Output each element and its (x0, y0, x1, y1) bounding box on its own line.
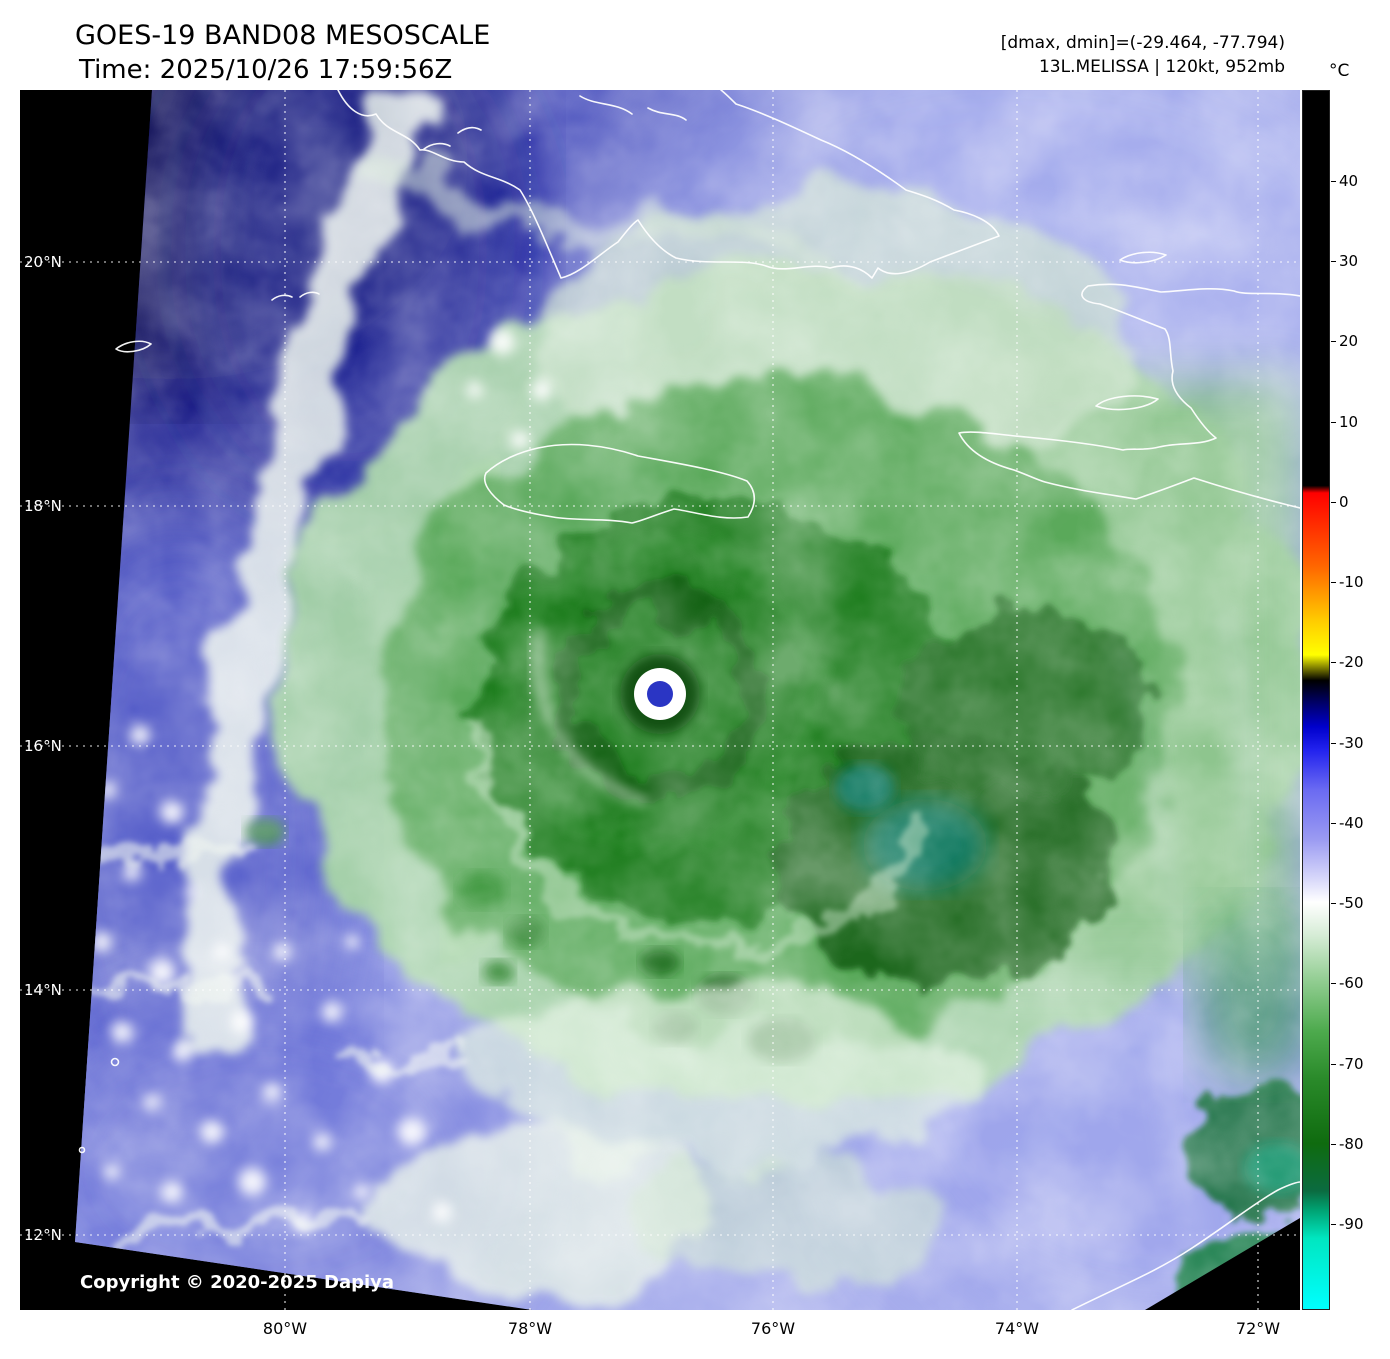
colorbar-tick-mark (1331, 823, 1336, 824)
colorbar-tick-mark (1331, 1064, 1336, 1065)
satellite-map: 20°N 18°N 16°N 14°N 12°N Copyright © 2020-20… (20, 90, 1300, 1310)
copyright-notice: Copyright © 2020-2025 Dapiya (80, 1272, 395, 1293)
coastline-tortuga (1119, 251, 1167, 264)
lon-axis: 80°W 78°W 76°W 74°W 72°W (0, 1319, 1390, 1349)
product-title: GOES-19 BAND08 MESOSCALE (75, 20, 491, 51)
coastline-islet-2 (78, 1146, 86, 1154)
colorbar-tick-mark (1331, 582, 1336, 583)
colorbar-ticks: 40 30 20 10 0 -10 -20 -30 -40 -50 -60 -70 -80 -90 (1331, 90, 1389, 1310)
coastline-cays-2 (457, 126, 482, 134)
colorbar-tick-mark (1331, 181, 1336, 182)
lon-label: 78°W (507, 1319, 553, 1338)
colorbar-tick-mark (1331, 983, 1336, 984)
lon-label: 76°W (750, 1319, 796, 1338)
grid-lines (20, 90, 1300, 1310)
coastline-cayman-brac (299, 291, 320, 298)
colorbar-tick-mark (1331, 743, 1336, 744)
colorbar-tick-label: -20 (1339, 653, 1364, 671)
satellite-image-canvas (20, 90, 1300, 1310)
colorbar-tick-label: 0 (1339, 493, 1349, 511)
colorbar-tick-label: -30 (1339, 734, 1364, 752)
coastline-jamaica (484, 443, 756, 524)
colorbar-tick-mark (1331, 903, 1336, 904)
dmax-dmin-readout: [dmax, dmin]=(-29.464, -77.794) (1000, 33, 1285, 53)
coastline-islet-1 (110, 1057, 120, 1067)
timestamp: Time: 2025/10/26 17:59:56Z (79, 55, 453, 85)
colorbar-unit: °C (1329, 61, 1350, 81)
colorbar-tick-label: 10 (1339, 413, 1359, 431)
lon-label: 72°W (1235, 1319, 1281, 1338)
colorbar-tick-label: -90 (1339, 1215, 1364, 1233)
coastline-little-cayman (271, 294, 293, 301)
lon-label: 80°W (262, 1319, 308, 1338)
colorbar-tick-label: 20 (1339, 332, 1359, 350)
colorbar-tick-label: -10 (1339, 573, 1364, 591)
colorbar-tick-mark (1331, 662, 1336, 663)
colorbar-tick-mark (1331, 261, 1336, 262)
coastlines (78, 90, 1300, 1310)
colorbar-tick-label: 40 (1339, 172, 1359, 190)
colorbar-tick-mark (1331, 1224, 1336, 1225)
lon-label: 74°W (994, 1319, 1040, 1338)
colorbar-tick-label: -50 (1339, 894, 1364, 912)
colorbar (1302, 90, 1330, 1310)
satellite-imagery (75, 90, 1300, 1310)
storm-info: 13L.MELISSA | 120kt, 952mb (1038, 57, 1285, 77)
colorbar-gradient (1303, 91, 1329, 1309)
colorbar-tick-mark (1331, 502, 1336, 503)
colorbar-tick-label: -70 (1339, 1055, 1364, 1073)
colorbar-tick-mark (1331, 341, 1336, 342)
coastline-gonave (1095, 395, 1159, 411)
colorbar-tick-label: -60 (1339, 974, 1364, 992)
coastline-hispaniola (958, 283, 1300, 509)
coastline-cuba-cays (579, 95, 687, 121)
colorbar-tick-label: 30 (1339, 252, 1359, 270)
colorbar-tick-mark (1331, 1144, 1336, 1145)
colorbar-tick-mark (1331, 422, 1336, 423)
colorbar-tick-label: -40 (1339, 814, 1364, 832)
hurricane-eye (620, 654, 700, 734)
coastline-south-america (1071, 1181, 1300, 1310)
coastline-cays-1 (423, 142, 451, 150)
coastline-grand-cayman (115, 340, 152, 353)
coastline-cuba (337, 90, 1000, 279)
colorbar-tick-label: -80 (1339, 1135, 1364, 1153)
no-data-corner (1145, 1218, 1300, 1310)
